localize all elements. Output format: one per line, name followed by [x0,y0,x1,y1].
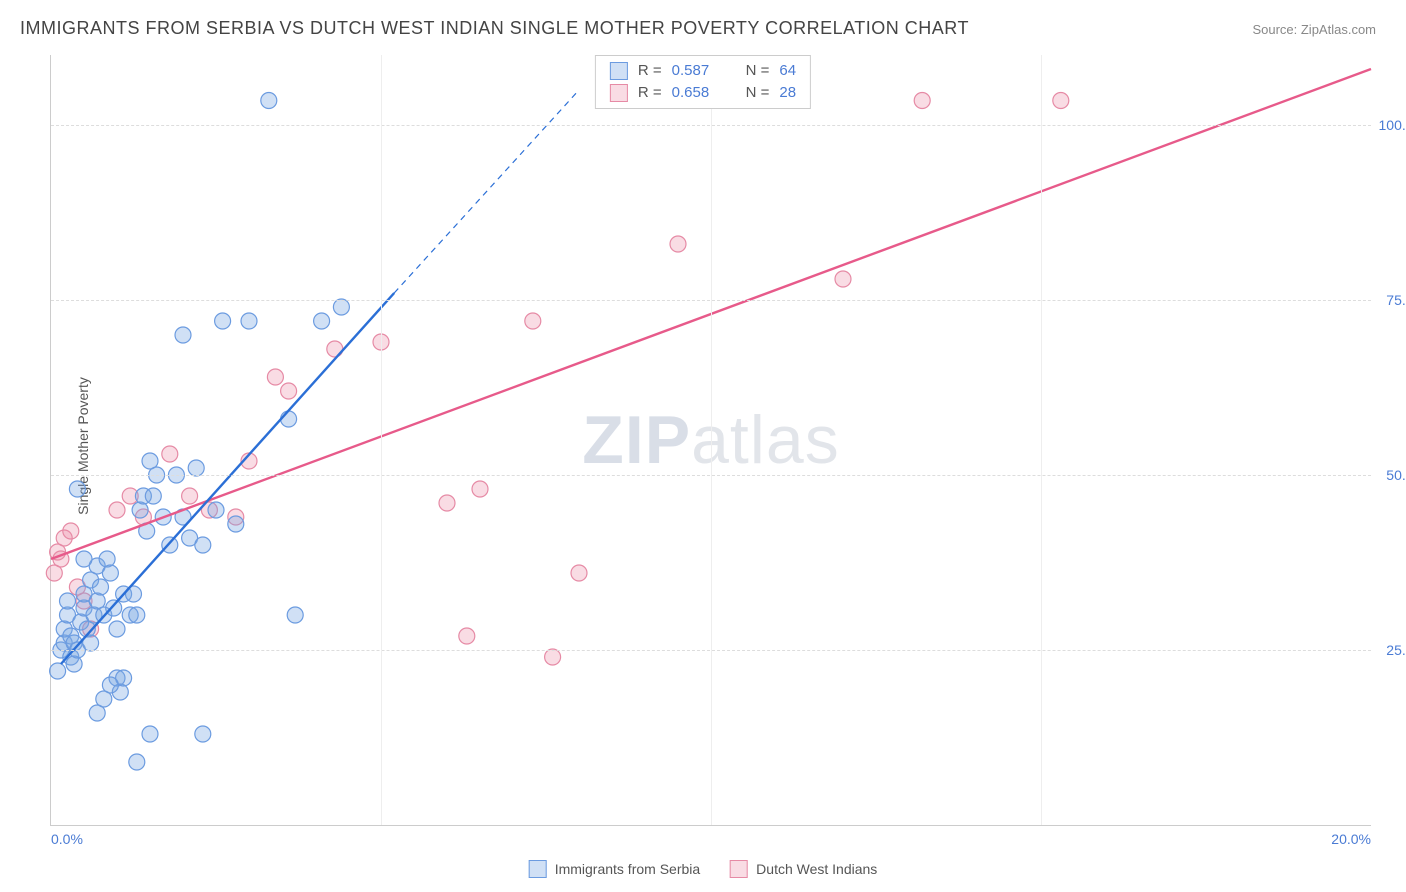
data-point [102,677,118,693]
legend-swatch-blue [610,62,628,80]
legend-row-pink: R = 0.658 N = 28 [610,82,796,104]
legend-label-pink: Dutch West Indians [756,861,877,877]
gridline-v [711,55,712,825]
data-point [267,369,283,385]
correlation-legend: R = 0.587 N = 64 R = 0.658 N = 28 [595,55,811,109]
data-point [281,411,297,427]
data-point [99,551,115,567]
legend-item-blue: Immigrants from Serbia [529,860,700,878]
gridline-v [1041,55,1042,825]
data-point [69,481,85,497]
data-point [228,516,244,532]
legend-label-blue: Immigrants from Serbia [555,861,700,877]
data-point [145,488,161,504]
source-attribution: Source: ZipAtlas.com [1252,22,1376,37]
data-point [545,649,561,665]
data-point [333,299,349,315]
regression-line [61,293,394,664]
legend-swatch-pink-icon [730,860,748,878]
legend-item-pink: Dutch West Indians [730,860,877,878]
data-point [63,523,79,539]
data-point [439,495,455,511]
data-point [188,460,204,476]
data-point [1053,93,1069,109]
data-point [175,327,191,343]
data-point [835,271,851,287]
data-point [525,313,541,329]
data-point [208,502,224,518]
legend-row-blue: R = 0.587 N = 64 [610,60,796,82]
regression-line-extrapolated [394,90,579,293]
data-point [142,726,158,742]
y-tick-label: 50.0% [1376,467,1406,483]
data-point [60,593,76,609]
data-point [914,93,930,109]
legend-swatch-blue-icon [529,860,547,878]
y-tick-label: 25.0% [1376,642,1406,658]
data-point [76,551,92,567]
data-point [241,313,257,329]
data-point [195,537,211,553]
data-point [50,663,66,679]
data-point [281,383,297,399]
data-point [109,621,125,637]
series-legend: Immigrants from Serbia Dutch West Indian… [529,860,878,878]
data-point [102,565,118,581]
data-point [459,628,475,644]
data-point [182,488,198,504]
data-point [314,313,330,329]
data-point [261,93,277,109]
data-point [215,313,231,329]
x-tick-label: 20.0% [1331,831,1371,847]
data-point [129,607,145,623]
x-tick-label: 0.0% [51,831,83,847]
data-point [670,236,686,252]
data-point [162,446,178,462]
data-point [571,565,587,581]
legend-swatch-pink [610,84,628,102]
data-point [66,656,82,672]
data-point [106,600,122,616]
chart-title: IMMIGRANTS FROM SERBIA VS DUTCH WEST IND… [20,18,969,39]
data-point [129,754,145,770]
data-point [287,607,303,623]
data-point [195,726,211,742]
data-point [93,579,109,595]
gridline-v [381,55,382,825]
data-point [132,502,148,518]
data-point [472,481,488,497]
plot-area: ZIPatlas 25.0%50.0%75.0%100.0%0.0%20.0% [50,55,1371,826]
y-tick-label: 100.0% [1376,117,1406,133]
data-point [109,502,125,518]
y-tick-label: 75.0% [1376,292,1406,308]
